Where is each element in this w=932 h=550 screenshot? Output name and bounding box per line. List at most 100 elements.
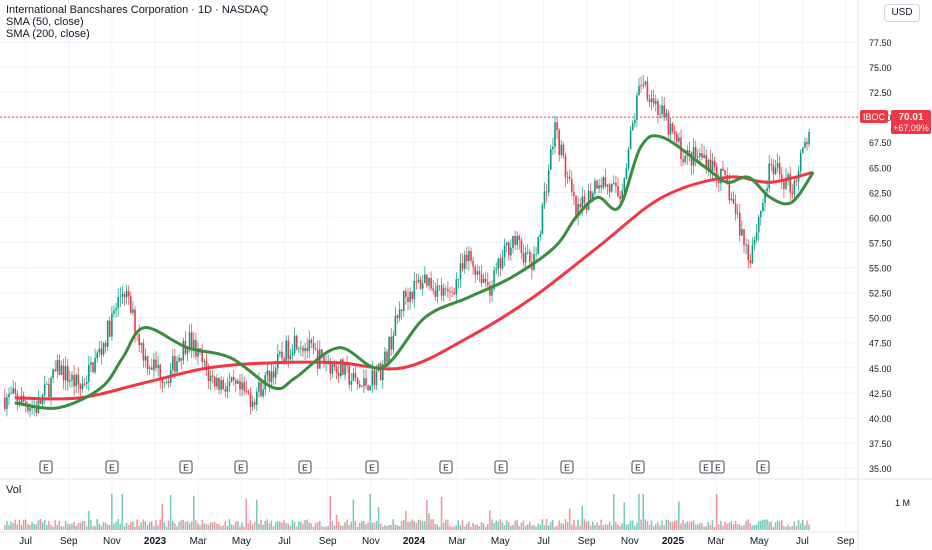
candle-body [667,112,670,135]
candle-body [298,348,300,350]
candle-body [678,137,680,142]
candle-body [510,247,512,256]
earnings-marker[interactable] [560,460,574,474]
earnings-marker[interactable] [756,460,770,474]
symbol-tag-text: IBOC [863,112,886,122]
candle-body [447,289,449,291]
candle-body [787,174,789,178]
candle-body [755,232,758,240]
candle-body [484,278,487,283]
candle-body [382,364,384,381]
earnings-marker[interactable] [105,460,119,474]
candle-body [274,368,277,378]
volume-bar [243,526,245,530]
candle-body [321,349,323,356]
volume-bar [12,522,14,530]
candle-body [371,370,374,386]
volume-bar [505,520,508,530]
candle-body [96,352,98,359]
earnings-marker-label: E [109,463,115,473]
volume-bar [646,521,649,530]
volume-bar [522,520,525,530]
candle-body [736,213,739,214]
time-tick-label: Mar [190,536,208,547]
candle-body [610,183,613,192]
volume-bar [184,521,187,530]
volume-bar [804,525,806,530]
candle-body [602,177,605,188]
earnings-marker[interactable] [631,460,645,474]
volume-bar [566,522,569,530]
volume-bar [41,522,44,530]
volume-bar [310,523,313,530]
volume-bar [165,526,168,530]
legend-sma-50[interactable]: SMA (50, close) [6,16,84,28]
candle-body [495,268,497,271]
volume-bar [14,519,16,530]
volume-bar [589,525,592,530]
volume-bar [155,520,157,530]
volume-bar [190,521,193,530]
volume-bar [529,522,531,530]
earnings-marker[interactable] [439,460,453,474]
volume-bar [50,525,52,530]
legend-sma-200[interactable]: SMA (200, close) [6,28,90,40]
candle-body [684,155,686,163]
candle-body [682,159,684,163]
volume-bar [619,526,621,530]
volume-bar [228,519,231,530]
candle-body [81,383,84,389]
candle-body [174,356,176,373]
volume-bar [510,525,512,530]
volume-bar [153,526,155,530]
candle-body [781,174,783,182]
volume-bar [692,520,695,530]
earnings-marker[interactable] [711,460,725,474]
candle-body [472,260,474,267]
candle-body [190,332,193,350]
candle-body [314,348,317,351]
volume-bar [113,523,115,530]
earnings-marker[interactable] [298,460,312,474]
volume-bar [642,494,644,530]
candle-body [386,351,388,362]
volume-bar [134,526,136,530]
candle-body [163,382,166,384]
volume-bar [312,526,315,530]
price-tag-box [891,110,931,134]
candle-body [67,366,69,382]
candle-body [711,160,714,171]
volume-bar [501,522,504,530]
earnings-marker[interactable] [39,460,53,474]
volume-bar [182,519,184,530]
candle-body [104,343,107,347]
volume-bar [306,519,308,530]
currency-button[interactable]: USD [884,4,920,22]
candle-body [363,378,365,387]
earnings-marker[interactable] [494,460,508,474]
candle-body [304,348,306,352]
candle-body [745,244,747,246]
volume-bar [749,523,751,530]
candle-body [58,360,61,375]
earnings-marker[interactable] [234,460,248,474]
volume-bar [432,519,434,530]
candle-body [541,205,544,235]
candle-body [69,380,71,382]
candle-body [789,174,791,193]
price-tick-label: 42.50 [869,389,892,399]
earnings-marker[interactable] [179,460,193,474]
candle-body [373,370,376,385]
volume-bar [770,521,772,530]
volume-bar [201,520,203,530]
earnings-marker[interactable] [365,460,379,474]
volume-bar [558,520,560,530]
volume-bar [104,522,107,530]
candle-body [747,244,749,261]
candle-body [734,203,737,214]
earnings-marker-label: E [238,463,244,473]
candle-body [348,365,350,385]
candle-body [302,347,304,352]
volume-bar [56,524,58,530]
